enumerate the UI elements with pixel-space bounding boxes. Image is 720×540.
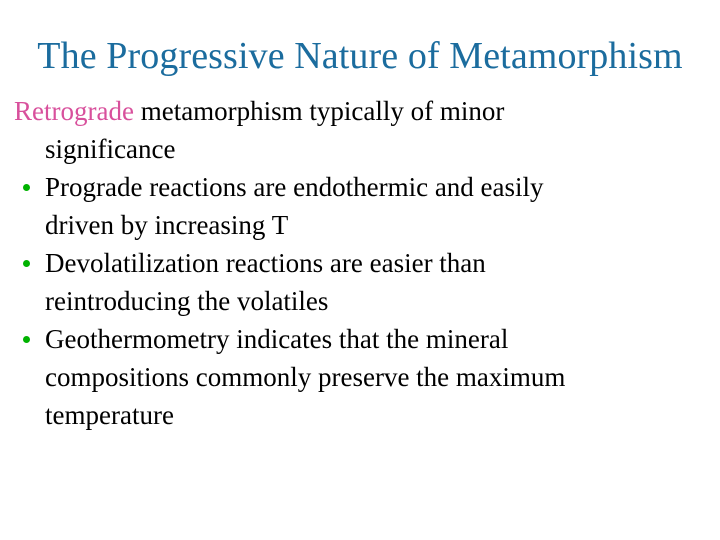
bullet-dot-icon [23,336,30,343]
bullet-item-geothermometry: Geothermometry indicates that the minera… [14,320,694,434]
bullet-item-prograde-line-2: driven by increasing T [45,210,289,240]
bullet-item-prograde-line-1: Prograde reactions are endothermic and e… [45,172,544,202]
paragraph-retrograde: Retrograde metamorphism typically of min… [14,92,694,168]
bullet-item-geothermometry-line-2: compositions commonly preserve the maxim… [45,362,566,392]
slide-body: Retrograde metamorphism typically of min… [14,92,694,434]
bullet-item-geothermometry-line-1: Geothermometry indicates that the minera… [45,324,509,354]
page-title: The Progressive Nature of Metamorphism [37,35,683,77]
paragraph-retrograde-line-1-rest: metamorphism typically of minor [133,96,505,126]
bullet-item-devolatilization-line-2: reintroducing the volatiles [45,286,329,316]
bullet-dot-icon [23,260,30,267]
paragraph-retrograde-line-2: significance [45,134,176,164]
bullet-item-devolatilization-line-1: Devolatilization reactions are easier th… [45,248,486,278]
bullet-item-devolatilization: Devolatilization reactions are easier th… [14,244,694,320]
highlight-retrograde: Retrograde [14,96,134,126]
bullet-dot-icon [23,184,30,191]
bullet-item-geothermometry-line-3: temperature [45,400,174,430]
bullet-item-prograde: Prograde reactions are endothermic and e… [14,168,694,244]
paragraph-retrograde-line-1: Retrograde metamorphism typically of min… [14,92,694,130]
